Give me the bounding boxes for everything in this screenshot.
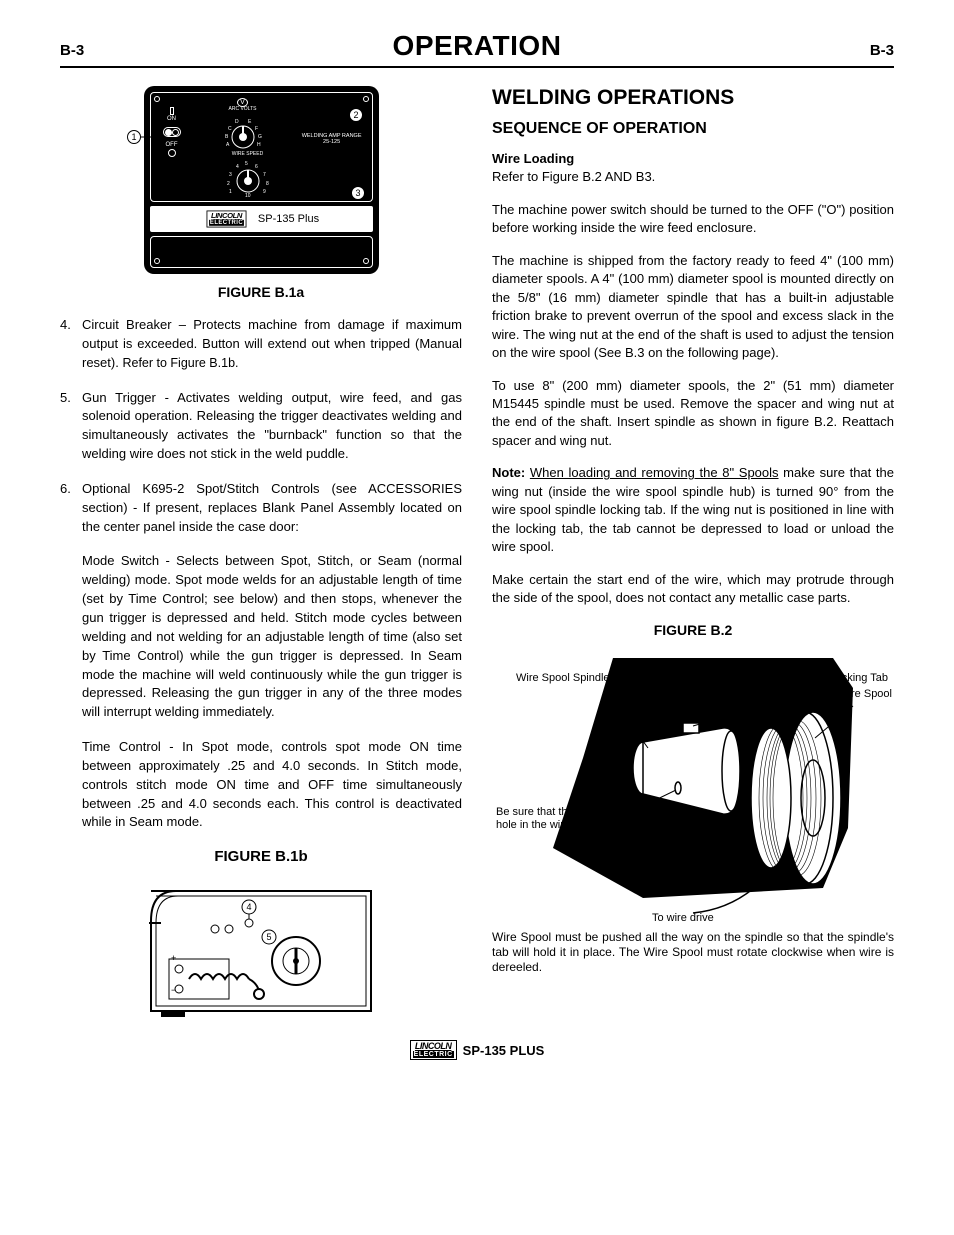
left-column: V ARC VOLTS ABC DE FGH (60, 86, 462, 1026)
wire-loading-ref: Refer to Figure B.2 AND B3. (492, 169, 655, 184)
controls-list: 4. Circuit Breaker – Protects machine fr… (60, 316, 462, 536)
off-label: OFF (163, 142, 181, 148)
figure-b2-caption: FIGURE B.2 (492, 622, 894, 638)
figure-b2-diagram: Wire Spool Spindle Locking Tab 8" Wire S… (492, 648, 894, 928)
svg-text:9: 9 (263, 189, 266, 195)
header-right: B-3 (870, 42, 894, 59)
page-footer: LINCOLN ELECTRIC SP-135 PLUS (60, 1040, 894, 1060)
svg-text:3: 3 (229, 172, 232, 178)
label-drive: To wire drive (652, 912, 714, 925)
figure-b1b-diagram: 4 5 + (131, 871, 391, 1026)
figure-b1b-caption: FIGURE B.1b (60, 848, 462, 865)
header-left: B-3 (60, 42, 84, 59)
svg-text:5: 5 (266, 932, 271, 942)
amp-range-label: WELDING AMP RANGE 25-125 (302, 133, 362, 145)
svg-text:4: 4 (246, 902, 251, 912)
panel-product-label: SP-135 Plus (258, 213, 319, 225)
callout-2: 2 (349, 108, 363, 122)
list-item: 5. Gun Trigger - Activates welding outpu… (60, 389, 462, 464)
svg-text:−: − (171, 985, 176, 995)
label-locking: Locking Tab (829, 672, 888, 685)
time-control-para: Time Control - In Spot mode, controls sp… (60, 738, 462, 832)
mode-switch-para: Mode Switch - Selects between Spot, Stit… (60, 552, 462, 722)
svg-text:H: H (257, 142, 261, 148)
lincoln-logo: LINCOLN ELECTRIC (410, 1040, 457, 1060)
note-para: Note: When loading and removing the 8" S… (492, 464, 894, 556)
svg-text:+: + (171, 953, 176, 963)
para-shipped: The machine is shipped from the factory … (492, 252, 894, 363)
svg-text:F: F (255, 126, 258, 132)
callout-1: 1 (127, 130, 141, 144)
svg-text:7: 7 (263, 172, 266, 178)
welding-ops-heading: WELDING OPERATIONS (492, 86, 894, 110)
svg-text:10: 10 (245, 193, 251, 199)
svg-text:2: 2 (227, 181, 230, 187)
figure-b1a-panel: V ARC VOLTS ABC DE FGH (144, 86, 379, 274)
para-8in: To use 8" (200 mm) diameter spools, the … (492, 377, 894, 451)
svg-text:E: E (248, 119, 252, 125)
svg-text:C: C (228, 126, 232, 132)
sequence-heading: SEQUENCE OF OPERATION (492, 120, 894, 138)
right-column: WELDING OPERATIONS SEQUENCE OF OPERATION… (492, 86, 894, 1026)
on-label: ON (163, 116, 181, 122)
list-item: 6. Optional K695-2 Spot/Stitch Controls … (60, 480, 462, 537)
label-spool8: 8" Wire Spool (825, 688, 892, 701)
header-title: OPERATION (393, 30, 562, 62)
label-stud: Be sure that this stud engages the hole … (496, 806, 666, 832)
figure-b1a-caption: FIGURE B.1a (60, 284, 462, 300)
footer-model: SP-135 PLUS (463, 1043, 545, 1058)
page-header: B-3 OPERATION B-3 (60, 30, 894, 68)
svg-text:1: 1 (229, 189, 232, 195)
svg-text:6: 6 (255, 164, 258, 170)
callout-3: 3 (351, 186, 365, 200)
svg-text:4: 4 (236, 164, 239, 170)
wire-loading-label: Wire Loading (492, 151, 574, 166)
para-start-end: Make certain the start end of the wire, … (492, 571, 894, 608)
figure-b2-footnote: Wire Spool must be pushed all the way on… (492, 930, 894, 975)
svg-text:D: D (235, 119, 239, 125)
svg-text:G: G (258, 134, 262, 140)
list-item: 4. Circuit Breaker – Protects machine fr… (60, 316, 462, 373)
svg-text:5: 5 (245, 161, 248, 167)
logo-bot-panel: ELECTRIC (209, 220, 244, 226)
para-power-off: The machine power switch should be turne… (492, 201, 894, 238)
svg-text:B: B (225, 134, 229, 140)
svg-text:A: A (226, 142, 230, 148)
label-spindle: Wire Spool Spindle (516, 672, 610, 685)
svg-text:8: 8 (266, 181, 269, 187)
logo-top-panel: LINCOLN (211, 211, 242, 220)
